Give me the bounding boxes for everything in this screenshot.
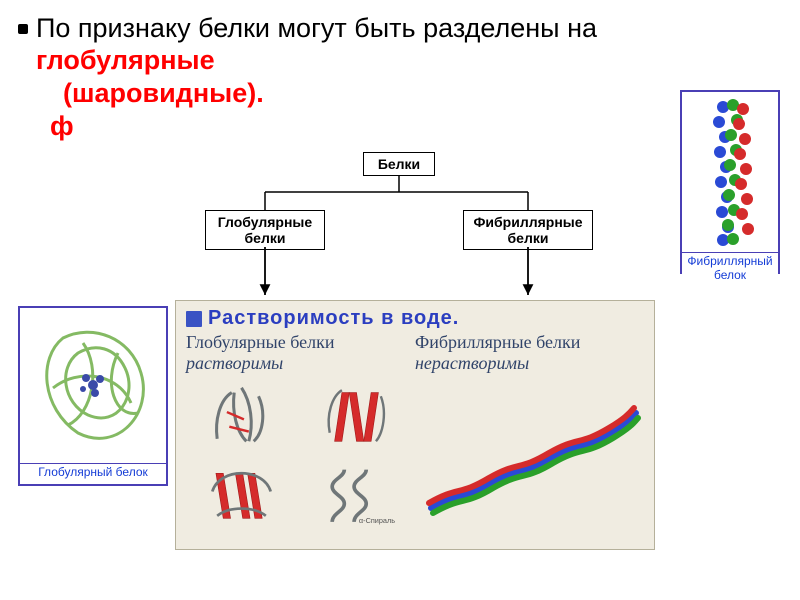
headline-text: По признаку белки могут быть разделены н… [36,12,782,109]
left-col-head: Глобулярные белки [186,332,415,353]
ribbon-1 [186,378,297,451]
headline-red-line1: глобулярные [36,45,215,75]
panel-visuals: α-Спираль [186,378,644,528]
ribbon-2 [301,378,412,451]
panel-title: Растворимость в воде. [208,307,459,330]
left-col-sub: растворимы [186,353,415,374]
tree-root: Белки [363,152,435,176]
fibrillar-protein-caption: Фибриллярный белок [682,252,778,283]
fibrillar-protein-figure: Фибриллярный белок [680,90,780,274]
globular-examples: α-Спираль [186,378,412,528]
ribbon-4-helix: α-Спираль [301,455,412,528]
fibrillar-protein-image [682,92,778,252]
slide: По признаку белки могут быть разделены н… [0,0,800,600]
tree-left-l2: белки [245,230,286,246]
tree-right-l2: белки [508,230,549,246]
right-col-head: Фибриллярные белки [415,332,644,353]
panel-col-left: Глобулярные белки растворимы [186,332,415,374]
globular-protein-figure: Глобулярный белок [18,306,168,486]
headline-row: По признаку белки могут быть разделены н… [18,12,782,109]
headline-red-line2: (шаровидные). [63,78,264,108]
bullet-icon [18,24,28,34]
globular-protein-image [20,308,166,463]
headline-stray: ф [50,111,782,142]
svg-text:α-Спираль: α-Спираль [359,516,395,525]
panel-col-right: Фибриллярные белки нерастворимы [415,332,644,374]
tree-right-l1: Фибриллярные [473,214,582,230]
right-col-sub: нерастворимы [415,353,644,374]
globular-protein-caption: Глобулярный белок [20,463,166,480]
tree-right: Фибриллярные белки [463,210,593,250]
panel-title-row: Растворимость в воде. [186,307,644,330]
tree-left: Глобулярные белки [205,210,325,250]
square-bullet-icon [186,311,202,327]
tree-left-l1: Глобулярные [218,214,312,230]
ribbon-3 [186,455,297,528]
headline-plain: По признаку белки могут быть разделены н… [36,13,597,43]
solubility-panel: Растворимость в воде. Глобулярные белки … [175,300,655,550]
panel-columns: Глобулярные белки растворимы Фибриллярны… [186,332,644,374]
triple-helix [418,378,644,528]
